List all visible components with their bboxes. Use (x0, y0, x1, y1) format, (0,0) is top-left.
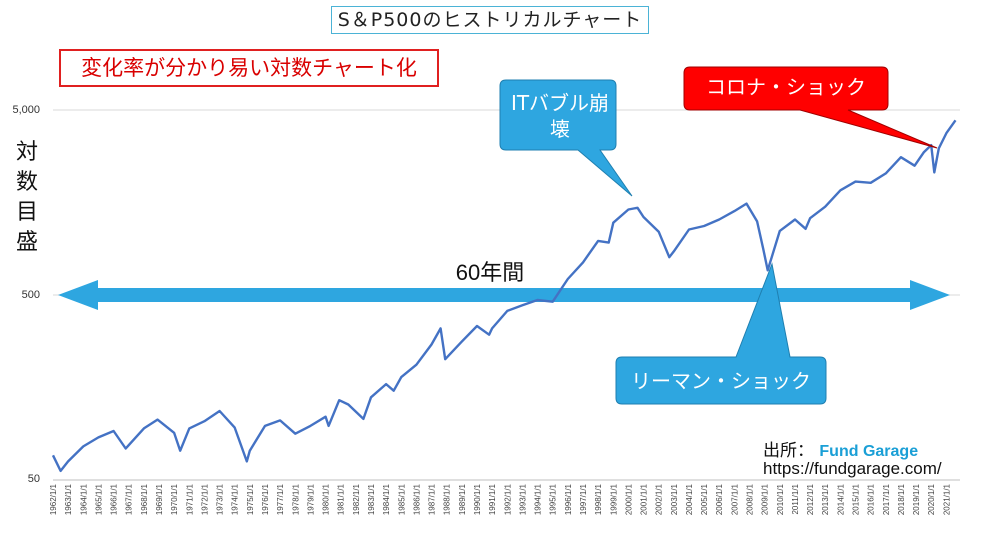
x-tick-label: 2015/1/1 (852, 483, 861, 515)
x-tick-label: 1975/1/1 (246, 483, 255, 515)
it-bubble-callout (499, 79, 633, 197)
chart-title: S＆P500のヒストリカルチャート (331, 6, 649, 34)
x-tick-label: 2012/1/1 (806, 483, 815, 515)
x-tick-label: 1997/1/1 (579, 483, 588, 515)
x-tick-label: 1966/1/1 (110, 483, 119, 515)
x-tick-label: 1963/1/1 (64, 483, 73, 515)
x-tick-label: 1983/1/1 (367, 483, 376, 515)
x-tick-label: 1970/1/1 (170, 483, 179, 515)
x-tick-label: 1995/1/1 (549, 483, 558, 515)
x-tick-label: 2010/1/1 (776, 483, 785, 515)
arrow-shaft (95, 288, 915, 302)
x-tick-label: 1977/1/1 (276, 483, 285, 515)
x-tick-label: 1985/1/1 (397, 483, 406, 515)
x-tick-label: 1971/1/1 (185, 483, 194, 515)
x-tick-label: 1987/1/1 (428, 483, 437, 515)
x-tick-label: 2016/1/1 (867, 483, 876, 515)
arrow-head-left (58, 280, 98, 310)
source-prefix: 出所： (763, 441, 814, 461)
x-tick-label: 1999/1/1 (609, 483, 618, 515)
arrow-head-right (910, 280, 950, 310)
source-label: 出所： Fund Garage (763, 436, 918, 461)
x-tick-label: 2006/1/1 (715, 483, 724, 515)
lehman-callout-text: リーマン・ショック (631, 369, 811, 393)
x-tick-label: 1988/1/1 (443, 483, 452, 515)
lehman-callout (615, 262, 827, 405)
x-tick-label: 1964/1/1 (79, 483, 88, 515)
x-tick-label: 2005/1/1 (700, 483, 709, 515)
x-tick-label: 1973/1/1 (216, 483, 225, 515)
x-tick-label: 2013/1/1 (821, 483, 830, 515)
x-tick-label: 1994/1/1 (534, 483, 543, 515)
x-tick-label: 1998/1/1 (594, 483, 603, 515)
y-axis-label: 対数目盛 (15, 140, 38, 255)
x-tick-label: 2014/1/1 (836, 483, 845, 515)
x-tick-label: 2021/1/1 (942, 483, 951, 515)
x-tick-label: 2002/1/1 (655, 483, 664, 515)
x-tick-label: 1991/1/1 (488, 483, 497, 515)
x-tick-label: 2008/1/1 (746, 483, 755, 515)
source-url: https://fundgarage.com/ (763, 459, 942, 478)
x-tick-label: 1986/1/1 (412, 483, 421, 515)
y-tick-label: 500 (21, 289, 40, 301)
x-tick-label: 1974/1/1 (231, 483, 240, 515)
x-tick-label: 2011/1/1 (791, 483, 800, 514)
x-tick-label: 1980/1/1 (322, 483, 331, 515)
x-tick-label: 1990/1/1 (473, 483, 482, 515)
source-brand: Fund Garage (819, 443, 919, 460)
x-tick-label: 1972/1/1 (200, 483, 209, 515)
x-tick-label: 2009/1/1 (761, 483, 770, 515)
y-tick-label: 5,000 (12, 104, 40, 116)
sixty-year-label: 60年間 (455, 260, 525, 285)
x-tick-label: 1978/1/1 (291, 483, 300, 515)
x-tick-label: 1992/1/1 (503, 483, 512, 515)
x-tick-label: 2020/1/1 (927, 483, 936, 515)
x-axis-tick-labels: 1962/1/1 1963/1/1 1964/1/1 1965/1/1 1966/1/1… (49, 483, 951, 515)
x-tick-label: 1979/1/1 (306, 483, 315, 515)
series-line (51, 119, 957, 473)
x-tick-label: 1969/1/1 (155, 483, 164, 515)
callout-shapes (499, 66, 938, 405)
x-tick-label: 1967/1/1 (125, 483, 134, 515)
x-tick-label: 1981/1/1 (337, 483, 346, 515)
x-tick-label: 2000/1/1 (624, 483, 633, 515)
x-tick-label: 2018/1/1 (897, 483, 906, 515)
covid-callout-text: コロナ・ショック (706, 75, 866, 99)
log-scale-note: 変化率が分かり易い対数チャート化 (59, 49, 439, 87)
x-tick-label: 2019/1/1 (912, 483, 921, 515)
it-bubble-callout-text: ITバブル崩壊 (510, 91, 610, 141)
x-tick-label: 2003/1/1 (670, 483, 679, 515)
x-tick-label: 2004/1/1 (685, 483, 694, 515)
x-tick-label: 1965/1/1 (94, 483, 103, 515)
x-tick-label: 2017/1/1 (882, 483, 891, 515)
covid-callout (683, 66, 938, 149)
x-tick-label: 1993/1/1 (518, 483, 527, 515)
y-tick-label: 50 (27, 473, 40, 485)
sixty-year-arrow (58, 280, 950, 310)
x-tick-label: 2001/1/1 (640, 483, 649, 515)
x-tick-label: 1962/1/1 (49, 483, 58, 515)
x-tick-label: 1968/1/1 (140, 483, 149, 515)
x-tick-label: 1989/1/1 (458, 483, 467, 515)
x-tick-label: 1996/1/1 (564, 483, 573, 515)
x-tick-label: 1982/1/1 (352, 483, 361, 515)
x-tick-label: 1984/1/1 (382, 483, 391, 515)
x-tick-label: 1976/1/1 (261, 483, 270, 515)
x-tick-label: 2007/1/1 (730, 483, 739, 515)
